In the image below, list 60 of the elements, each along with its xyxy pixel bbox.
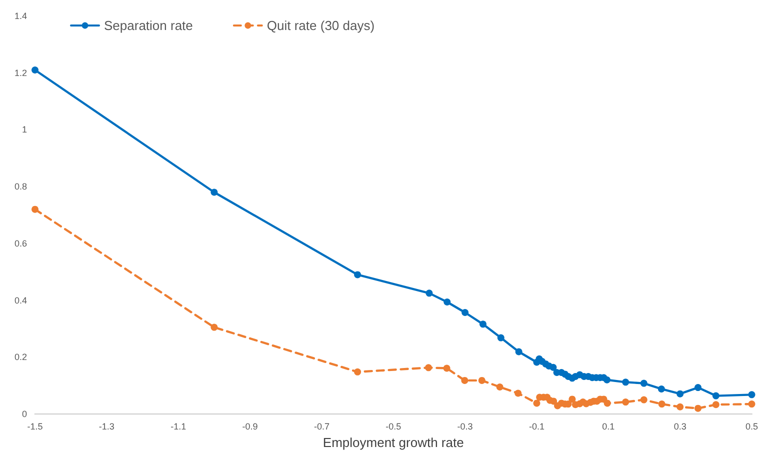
point bbox=[444, 298, 451, 306]
x-tick-label: -1.3 bbox=[98, 422, 114, 432]
point bbox=[443, 364, 450, 372]
x-tick-label: -0.5 bbox=[386, 422, 402, 432]
point bbox=[658, 385, 665, 392]
x-tick-label: -1.5 bbox=[27, 422, 43, 432]
y-tick-label: 0.6 bbox=[14, 238, 27, 248]
point bbox=[497, 334, 504, 342]
point bbox=[748, 391, 756, 398]
point bbox=[658, 400, 666, 408]
x-tick-label: 0.5 bbox=[745, 422, 758, 432]
point bbox=[354, 368, 362, 376]
x-tick-label: 0.1 bbox=[602, 422, 615, 432]
point bbox=[515, 348, 522, 356]
point bbox=[748, 400, 756, 408]
point bbox=[514, 390, 522, 397]
point bbox=[479, 320, 486, 328]
y-tick-label: 0 bbox=[22, 409, 27, 419]
x-tick-label: -0.3 bbox=[457, 422, 473, 432]
point bbox=[461, 376, 468, 384]
point bbox=[32, 206, 38, 213]
x-tick-label: -0.9 bbox=[242, 422, 258, 432]
y-tick-label: 1.2 bbox=[14, 68, 27, 78]
point bbox=[496, 383, 504, 390]
point bbox=[550, 364, 557, 371]
point bbox=[426, 290, 433, 297]
point bbox=[32, 66, 38, 74]
x-tick-label: -1.1 bbox=[170, 422, 186, 432]
point bbox=[676, 403, 684, 410]
x-axis-title: Employment growth rate bbox=[322, 435, 464, 450]
y-tick-label: 0.4 bbox=[14, 295, 27, 306]
point bbox=[622, 398, 630, 406]
point bbox=[210, 324, 218, 331]
point bbox=[354, 271, 362, 278]
point bbox=[640, 380, 648, 387]
point bbox=[568, 396, 576, 403]
legend-label: Separation rate bbox=[104, 18, 193, 33]
point bbox=[425, 364, 432, 372]
point bbox=[694, 384, 702, 392]
x-tick-label: -0.7 bbox=[314, 422, 330, 432]
legend-label: Quit rate (30 days) bbox=[266, 18, 375, 33]
point bbox=[640, 396, 648, 404]
x-tick-label: 0.3 bbox=[674, 422, 686, 432]
point bbox=[712, 401, 720, 408]
point bbox=[462, 309, 469, 316]
point bbox=[712, 392, 720, 400]
point bbox=[694, 404, 702, 412]
point bbox=[676, 390, 684, 398]
point bbox=[533, 400, 540, 407]
y-tick-label: 0.2 bbox=[14, 352, 27, 362]
point bbox=[604, 400, 611, 407]
y-tick-label: 1.4 bbox=[14, 11, 27, 21]
point bbox=[550, 398, 558, 405]
point bbox=[603, 376, 610, 384]
point bbox=[210, 188, 218, 196]
point bbox=[478, 376, 486, 384]
x-tick-label: -0.1 bbox=[528, 422, 544, 432]
y-tick-label: 1 bbox=[22, 124, 27, 135]
point bbox=[622, 378, 630, 386]
y-tick-label: 0.8 bbox=[14, 182, 27, 192]
